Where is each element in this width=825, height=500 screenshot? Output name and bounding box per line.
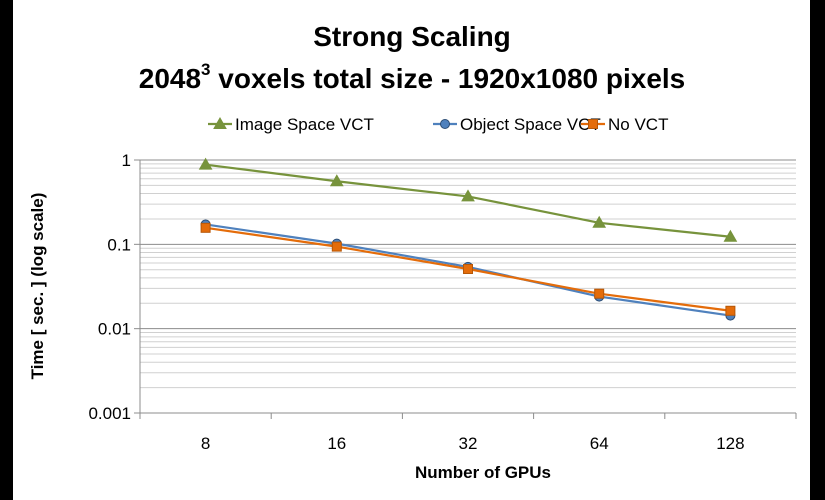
data-point bbox=[198, 157, 213, 170]
axes: 0.001 0.01 0.1 1 8 16 32 64 128 bbox=[88, 151, 797, 453]
series-image-space-vct bbox=[198, 157, 738, 242]
x-tick-label: 32 bbox=[459, 434, 478, 453]
legend-label: No VCT bbox=[608, 115, 668, 134]
legend-item: No VCT bbox=[581, 115, 668, 134]
line-chart: Strong Scaling 20483 voxels total size -… bbox=[28, 21, 797, 482]
x-tick-label: 8 bbox=[201, 434, 210, 453]
legend-item: Image Space VCT bbox=[208, 115, 374, 134]
data-point bbox=[723, 229, 738, 242]
data-point bbox=[463, 263, 473, 274]
chart-frame: Strong Scaling 20483 voxels total size -… bbox=[13, 0, 810, 500]
legend-label: Object Space VCT bbox=[460, 115, 601, 134]
x-tick-label: 128 bbox=[716, 434, 744, 453]
subtitle-rest: voxels total size - 1920x1080 pixels bbox=[211, 63, 686, 94]
x-axis-label: Number of GPUs bbox=[415, 463, 551, 482]
y-tick-label: 0.01 bbox=[98, 320, 131, 339]
legend-marker bbox=[213, 116, 227, 129]
data-point bbox=[592, 215, 607, 228]
legend-marker bbox=[588, 119, 598, 129]
data-point bbox=[200, 222, 211, 233]
x-tick-label: 64 bbox=[590, 434, 609, 453]
legend-marker bbox=[440, 119, 450, 129]
legend-item: Object Space VCT bbox=[433, 115, 601, 134]
x-tick-label: 16 bbox=[327, 434, 346, 453]
data-point bbox=[725, 305, 736, 316]
y-tick-label: 1 bbox=[122, 151, 131, 170]
data-point bbox=[331, 241, 342, 252]
legend: Image Space VCT Object Space VCT No VCT bbox=[208, 115, 668, 134]
legend-label: Image Space VCT bbox=[235, 115, 374, 134]
chart-title: Strong Scaling bbox=[313, 21, 511, 52]
subtitle-superscript: 3 bbox=[201, 60, 210, 79]
data-point bbox=[329, 174, 344, 187]
series-no-vct bbox=[200, 222, 736, 316]
data-point bbox=[594, 288, 605, 299]
y-tick-label: 0.001 bbox=[88, 404, 131, 423]
series-layer bbox=[198, 157, 738, 321]
subtitle-base: 2048 bbox=[139, 63, 201, 94]
chart-subtitle: 20483 voxels total size - 1920x1080 pixe… bbox=[139, 60, 686, 94]
y-axis-label: Time [ sec. ] (log scale) bbox=[28, 193, 47, 380]
data-point bbox=[461, 189, 475, 202]
y-tick-label: 0.1 bbox=[107, 235, 131, 254]
